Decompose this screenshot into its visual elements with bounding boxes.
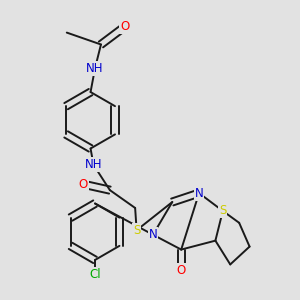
Text: N: N: [148, 228, 157, 241]
Text: S: S: [219, 204, 226, 218]
Text: NH: NH: [85, 158, 102, 171]
Text: O: O: [79, 178, 88, 191]
Text: NH: NH: [86, 62, 104, 75]
Text: O: O: [177, 264, 186, 277]
Text: N: N: [195, 187, 203, 200]
Text: Cl: Cl: [89, 268, 101, 281]
Text: S: S: [133, 224, 140, 237]
Text: O: O: [120, 20, 129, 33]
